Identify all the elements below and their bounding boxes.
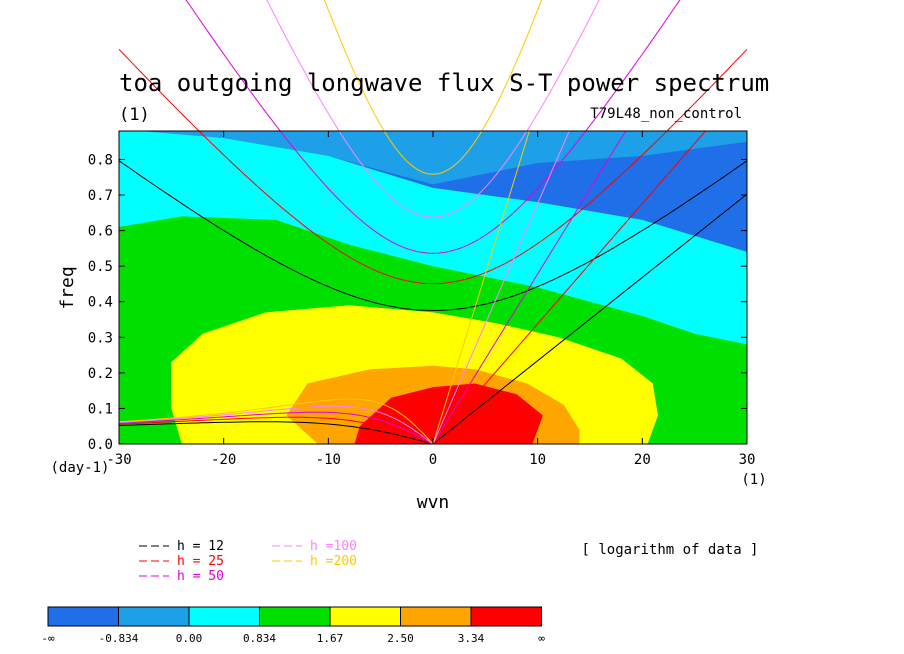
ig-curve-3 [266, 0, 600, 218]
chart-subtitle-run: T79L48_non_control [590, 106, 742, 122]
legend-label: h = 12 [177, 539, 224, 554]
chart-title: toa outgoing longwave flux S-T power spe… [119, 69, 769, 97]
y-tick-label: 0.3 [88, 330, 113, 346]
rossby-curve-3 [119, 405, 434, 444]
colorbar-label: 2.50 [387, 632, 414, 645]
colorbar-segment [47, 606, 119, 627]
colorbar-segment [400, 606, 472, 627]
legend-label: h =200 [310, 554, 357, 569]
colorbar-segment [188, 606, 260, 627]
colorbar-segment [329, 606, 401, 627]
x-tick-label: -20 [211, 452, 236, 468]
y-tick-label: 0.0 [88, 437, 113, 453]
colorbar-label: 0.834 [243, 632, 276, 645]
x-tick-label: 30 [739, 452, 756, 468]
kelvin-curve-3 [432, 131, 570, 444]
chart-subtitle-unit: (1) [119, 105, 150, 125]
y-tick-label: 0.8 [88, 152, 113, 168]
colorbar-segment [118, 606, 190, 627]
y-axis-unit: (day-1) [50, 460, 109, 476]
colorbar-label: ∞ [538, 632, 545, 645]
colorbar-segment [259, 606, 331, 627]
dispersion-curves [119, 0, 747, 444]
kelvin-curve-1 [432, 131, 707, 444]
legend-label: h = 25 [177, 554, 224, 569]
x-axis-label: wvn [417, 492, 450, 513]
legend-label: h = 50 [177, 569, 224, 584]
ig-curve-2 [185, 0, 681, 254]
x-tick-label: 0 [429, 452, 437, 468]
rossby-curve-0 [119, 421, 434, 444]
y-tick-label: 0.2 [88, 366, 113, 382]
contour-fill-0 [119, 131, 747, 185]
ig-curve-1 [119, 48, 747, 285]
kelvin-curve-4 [432, 131, 530, 444]
y-tick-label: 0.4 [88, 295, 113, 311]
rossby-curve-4 [119, 398, 434, 444]
colorbar-label: -∞ [41, 632, 55, 645]
y-tick-label: 0.6 [88, 224, 113, 240]
y-axis-ticks: 0.0 0.1 0.2 0.3 0.4 0.5 0.6 0.7 0.8 [88, 152, 747, 453]
colorbar-label: 3.34 [458, 632, 485, 645]
kelvin-curve-2 [432, 131, 627, 444]
legend-label: h =100 [310, 539, 357, 554]
x-tick-label: -10 [316, 452, 341, 468]
x-axis-ticks: -30 -20 -10 0 10 20 30 [106, 131, 755, 468]
rossby-curve-1 [119, 416, 434, 444]
ig-curve-0 [119, 160, 747, 312]
colorbar-label: 1.67 [317, 632, 344, 645]
contour-fills [119, 131, 747, 444]
rossby-curve-2 [119, 411, 434, 444]
colorbar: -∞ -0.834 0.00 0.834 1.67 2.50 3.34 ∞ [41, 606, 545, 645]
y-axis-label: freq [57, 266, 78, 309]
colorbar-label: 0.00 [176, 632, 203, 645]
data-note: [ logarithm of data ] [581, 542, 758, 558]
y-tick-label: 0.5 [88, 259, 113, 275]
kelvin-curve-0 [432, 193, 747, 444]
y-tick-label: 0.7 [88, 188, 113, 204]
x-tick-label: 20 [634, 452, 651, 468]
ig-curve-4 [323, 0, 543, 175]
contour-fill-5 [354, 383, 543, 444]
x-axis-unit: (1) [741, 472, 766, 488]
x-tick-label: -30 [106, 452, 131, 468]
x-tick-label: 10 [529, 452, 546, 468]
colorbar-segment [470, 606, 542, 627]
y-tick-label: 0.1 [88, 401, 113, 417]
colorbar-label: -0.834 [99, 632, 139, 645]
